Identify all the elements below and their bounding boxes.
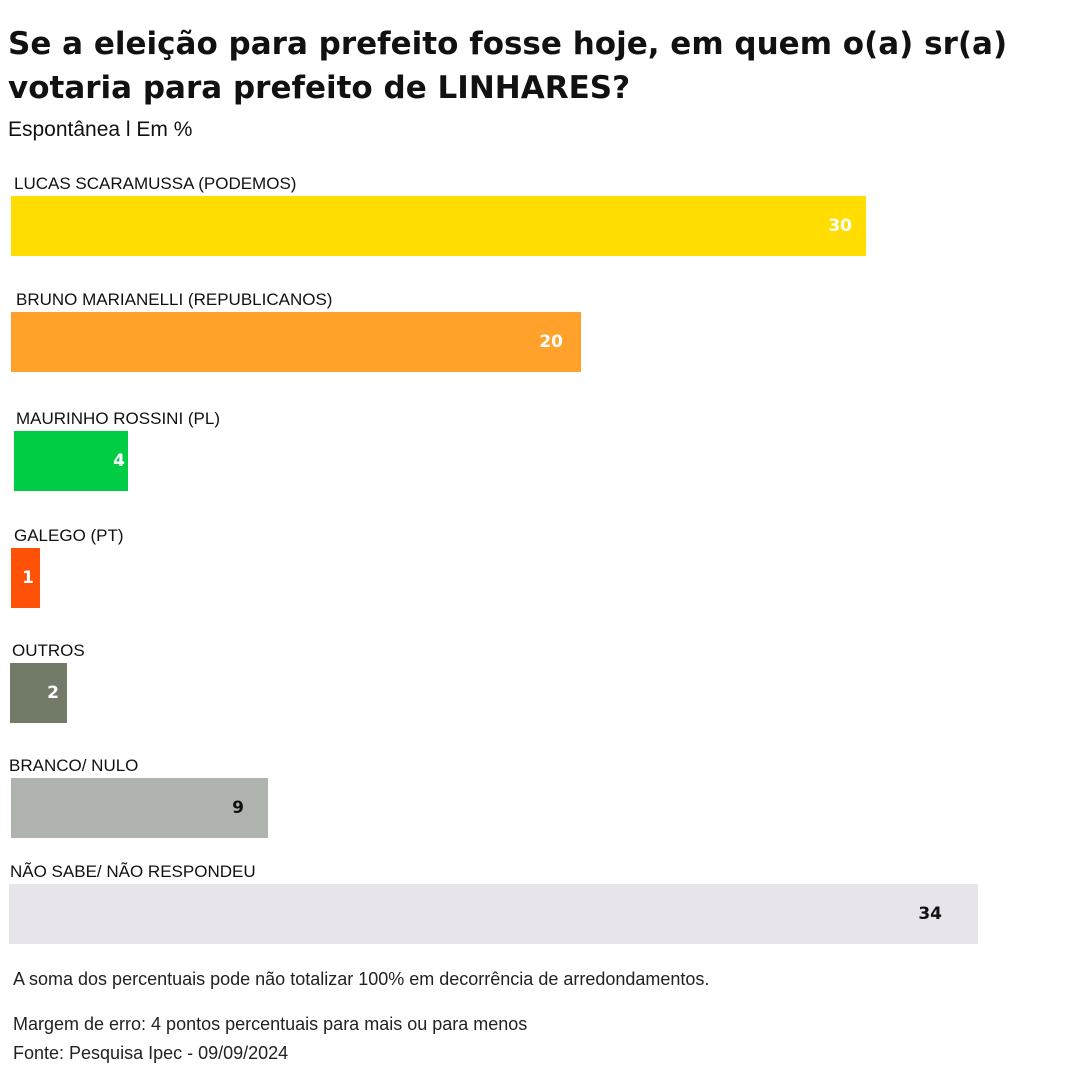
- bar-outros: [10, 663, 67, 723]
- margin-of-error-note: Margem de erro: 4 pontos percentuais par…: [13, 1014, 528, 1034]
- bar-maurinho-rossini-pl: [14, 431, 128, 491]
- bar-label-outros: OUTROS: [12, 641, 85, 660]
- bar-value-bruno-marianelli-republicanos: 20: [539, 332, 563, 352]
- bar-value-lucas-scaramussa-podemos: 30: [828, 216, 852, 236]
- bar-value-nao-sabe-nao-respondeu: 34: [918, 904, 942, 924]
- bar-value-outros: 2: [47, 683, 59, 703]
- bar-lucas-scaramussa-podemos: [11, 196, 866, 256]
- bar-label-bruno-marianelli-republicanos: BRUNO MARIANELLI (REPUBLICANOS): [16, 290, 333, 309]
- bar-label-branco-nulo: BRANCO/ NULO: [9, 756, 139, 775]
- bar-bruno-marianelli-republicanos: [11, 312, 581, 372]
- bar-value-maurinho-rossini-pl: 4: [113, 451, 125, 471]
- bar-nao-sabe-nao-respondeu: [9, 884, 978, 944]
- bar-value-galego-pt: 1: [22, 568, 34, 588]
- bar-galego-pt: [11, 548, 40, 608]
- chart-subtitle: Espontânea l Em %: [8, 118, 193, 141]
- bar-branco-nulo: [11, 778, 268, 838]
- bar-value-branco-nulo: 9: [232, 798, 244, 818]
- bar-label-galego-pt: GALEGO (PT): [14, 526, 124, 545]
- source-note: Fonte: Pesquisa Ipec - 09/09/2024: [13, 1043, 289, 1063]
- rounding-note: A soma dos percentuais pode não totaliza…: [13, 969, 710, 989]
- bar-label-lucas-scaramussa-podemos: LUCAS SCARAMUSSA (PODEMOS): [14, 174, 297, 193]
- bar-label-nao-sabe-nao-respondeu: NÃO SABE/ NÃO RESPONDEU: [10, 862, 256, 881]
- bar-label-maurinho-rossini-pl: MAURINHO ROSSINI (PL): [16, 409, 221, 428]
- chart-title: Se a eleição para prefeito fosse hoje, e…: [8, 26, 1008, 106]
